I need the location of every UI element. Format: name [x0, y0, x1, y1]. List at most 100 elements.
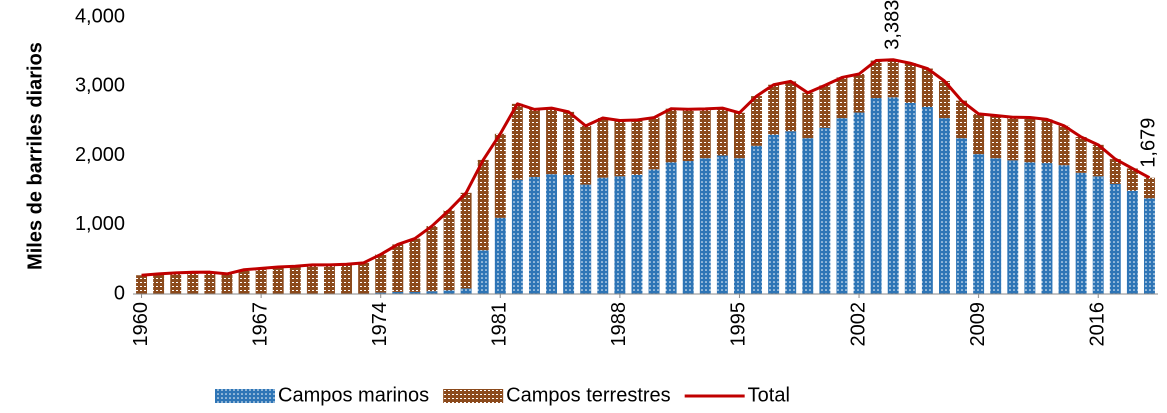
bar — [375, 254, 387, 293]
bar — [1092, 176, 1104, 294]
bar — [392, 291, 404, 294]
bar — [870, 60, 882, 99]
bar — [460, 192, 472, 289]
bar — [648, 169, 660, 294]
bar — [716, 155, 728, 294]
bar — [1041, 119, 1053, 164]
bar — [153, 273, 165, 294]
bar — [580, 125, 592, 185]
bar — [887, 97, 899, 294]
bar — [802, 138, 814, 294]
bar — [546, 174, 558, 294]
bar — [426, 291, 438, 294]
y-tick-label: 4,000 — [75, 5, 125, 27]
bar — [682, 161, 694, 294]
bar — [494, 133, 506, 218]
bar — [973, 113, 985, 155]
bar — [563, 174, 575, 294]
bar — [1007, 117, 1019, 161]
bar — [751, 96, 763, 146]
line — [141, 58, 1151, 277]
bar — [751, 145, 763, 294]
bar — [716, 108, 728, 156]
bar — [204, 272, 216, 294]
data-label: 3,383 — [881, 0, 903, 50]
bar — [306, 264, 318, 294]
bar — [802, 92, 814, 139]
bar — [1024, 117, 1036, 163]
bar — [443, 290, 455, 294]
bar — [1143, 177, 1155, 199]
bar — [1126, 190, 1138, 294]
x-tick-label: 2016 — [1086, 302, 1108, 347]
bar — [323, 264, 335, 294]
bar — [733, 158, 745, 294]
bar — [699, 108, 711, 159]
bar — [904, 102, 916, 295]
bar — [631, 174, 643, 294]
bar — [221, 273, 233, 294]
bar — [597, 118, 609, 178]
bar — [870, 98, 882, 295]
bar — [836, 118, 848, 294]
y-tick-label: 3,000 — [75, 75, 125, 97]
bar — [375, 292, 387, 294]
bar — [238, 269, 250, 294]
bar — [187, 272, 199, 294]
bar — [272, 266, 284, 294]
bar — [631, 119, 643, 175]
bar — [682, 109, 694, 162]
y-tick-label: 1,000 — [75, 213, 125, 235]
bar — [887, 59, 899, 98]
bar — [580, 184, 592, 294]
bar — [938, 118, 950, 294]
bar — [768, 84, 780, 135]
bar — [785, 81, 797, 132]
bar — [1092, 144, 1104, 177]
x-tick-label: 1981 — [489, 302, 511, 347]
legend-swatch — [215, 389, 275, 403]
x-tick-label: 2002 — [847, 302, 869, 347]
bar — [528, 109, 540, 177]
x-tick-label: 1967 — [249, 302, 271, 347]
bar — [1126, 168, 1138, 191]
bar — [477, 250, 489, 294]
bar — [853, 73, 865, 113]
bar — [733, 112, 745, 159]
bar — [921, 68, 933, 108]
legend-swatch — [443, 389, 504, 403]
legend-label: Campos terrestres — [506, 384, 671, 406]
bar — [255, 268, 267, 294]
data-label: 1,679 — [1138, 118, 1160, 168]
y-tick-label: 0 — [114, 282, 125, 304]
bar — [785, 131, 797, 294]
bar — [1143, 198, 1155, 294]
bar — [289, 266, 301, 294]
bar — [665, 162, 677, 294]
x-tick-label: 2009 — [967, 302, 989, 347]
bar — [973, 154, 985, 294]
bar — [136, 275, 148, 294]
bar — [409, 238, 421, 292]
bar — [392, 244, 404, 292]
bar — [563, 111, 575, 175]
bar — [614, 176, 626, 294]
x-tick-label: 1995 — [728, 302, 750, 347]
x-tick-label: 1988 — [608, 302, 630, 347]
bar — [938, 80, 950, 119]
bar — [836, 77, 848, 119]
bar — [904, 63, 916, 103]
bar — [1058, 165, 1070, 294]
bar — [1007, 160, 1019, 294]
bar — [1075, 172, 1087, 294]
bar — [768, 134, 780, 294]
bar — [494, 217, 506, 294]
bar — [426, 226, 438, 292]
bar — [546, 108, 558, 175]
bar — [1109, 159, 1121, 184]
bar — [853, 112, 865, 294]
bar — [699, 158, 711, 294]
bar — [819, 127, 831, 294]
bar — [956, 138, 968, 294]
